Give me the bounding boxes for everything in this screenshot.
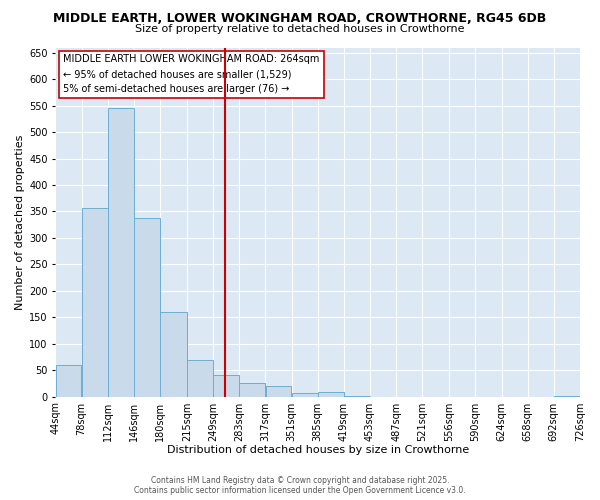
Bar — [214, 376, 239, 396]
Bar — [56, 365, 82, 396]
Bar — [82, 208, 107, 396]
Text: MIDDLE EARTH LOWER WOKINGHAM ROAD: 264sqm
← 95% of detached houses are smaller (: MIDDLE EARTH LOWER WOKINGHAM ROAD: 264sq… — [63, 54, 320, 94]
Bar — [160, 312, 187, 396]
Text: MIDDLE EARTH, LOWER WOKINGHAM ROAD, CROWTHORNE, RG45 6DB: MIDDLE EARTH, LOWER WOKINGHAM ROAD, CROW… — [53, 12, 547, 26]
Bar — [318, 392, 344, 396]
Bar — [266, 386, 292, 396]
X-axis label: Distribution of detached houses by size in Crowthorne: Distribution of detached houses by size … — [167, 445, 469, 455]
Text: Size of property relative to detached houses in Crowthorne: Size of property relative to detached ho… — [135, 24, 465, 34]
Text: Contains HM Land Registry data © Crown copyright and database right 2025.
Contai: Contains HM Land Registry data © Crown c… — [134, 476, 466, 495]
Bar — [108, 108, 134, 397]
Bar — [134, 218, 160, 396]
Bar — [239, 384, 265, 396]
Y-axis label: Number of detached properties: Number of detached properties — [15, 134, 25, 310]
Bar — [187, 360, 213, 397]
Bar — [292, 393, 317, 396]
